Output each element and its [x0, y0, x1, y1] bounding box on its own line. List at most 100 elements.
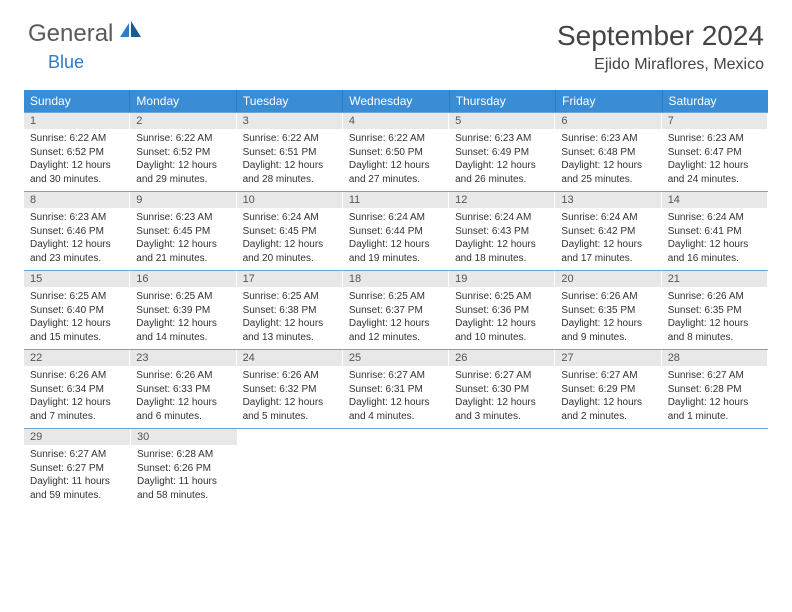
day-sunrise: Sunrise: 6:26 AM [136, 369, 229, 383]
day-number: 6 [555, 113, 660, 129]
day-sunset: Sunset: 6:30 PM [455, 383, 548, 397]
empty-cell [238, 429, 344, 507]
day-day2: and 4 minutes. [349, 410, 442, 424]
day-number: 26 [449, 350, 554, 366]
day-sunrise: Sunrise: 6:24 AM [455, 211, 548, 225]
weeks-container: 1Sunrise: 6:22 AMSunset: 6:52 PMDaylight… [24, 112, 768, 507]
day-number: 2 [130, 113, 235, 129]
day-day1: Daylight: 11 hours [30, 475, 124, 489]
day-day2: and 6 minutes. [136, 410, 229, 424]
day-body: Sunrise: 6:26 AMSunset: 6:32 PMDaylight:… [237, 366, 342, 427]
day-sunrise: Sunrise: 6:24 AM [561, 211, 654, 225]
day-sunset: Sunset: 6:44 PM [349, 225, 442, 239]
day-body: Sunrise: 6:23 AMSunset: 6:46 PMDaylight:… [24, 208, 129, 269]
day-body: Sunrise: 6:26 AMSunset: 6:35 PMDaylight:… [555, 287, 660, 348]
day-day2: and 25 minutes. [561, 173, 654, 187]
day-body: Sunrise: 6:22 AMSunset: 6:51 PMDaylight:… [237, 129, 342, 190]
week-row: 22Sunrise: 6:26 AMSunset: 6:34 PMDayligh… [24, 349, 768, 428]
day-day2: and 7 minutes. [30, 410, 123, 424]
month-title: September 2024 [557, 20, 764, 52]
day-day2: and 2 minutes. [561, 410, 654, 424]
day-sunset: Sunset: 6:26 PM [137, 462, 231, 476]
day-day1: Daylight: 11 hours [137, 475, 231, 489]
day-sunset: Sunset: 6:51 PM [243, 146, 336, 160]
day-day1: Daylight: 12 hours [349, 396, 442, 410]
day-cell: 9Sunrise: 6:23 AMSunset: 6:45 PMDaylight… [130, 192, 236, 270]
logo-text-general: General [28, 20, 113, 47]
day-number: 12 [449, 192, 554, 208]
logo-sail-icon [120, 26, 142, 43]
day-body: Sunrise: 6:26 AMSunset: 6:35 PMDaylight:… [662, 287, 767, 348]
day-number: 22 [24, 350, 129, 366]
day-cell: 16Sunrise: 6:25 AMSunset: 6:39 PMDayligh… [130, 271, 236, 349]
day-number: 21 [662, 271, 767, 287]
day-body: Sunrise: 6:25 AMSunset: 6:36 PMDaylight:… [449, 287, 554, 348]
day-day2: and 27 minutes. [349, 173, 442, 187]
day-sunset: Sunset: 6:37 PM [349, 304, 442, 318]
day-day1: Daylight: 12 hours [243, 317, 336, 331]
day-cell: 25Sunrise: 6:27 AMSunset: 6:31 PMDayligh… [343, 350, 449, 428]
day-body: Sunrise: 6:26 AMSunset: 6:34 PMDaylight:… [24, 366, 129, 427]
day-day2: and 28 minutes. [243, 173, 336, 187]
day-day1: Daylight: 12 hours [668, 159, 761, 173]
day-number: 11 [343, 192, 448, 208]
day-sunrise: Sunrise: 6:27 AM [455, 369, 548, 383]
empty-cell [662, 429, 768, 507]
weekday-header: Sunday [24, 90, 130, 112]
day-number: 25 [343, 350, 448, 366]
day-body: Sunrise: 6:22 AMSunset: 6:52 PMDaylight:… [130, 129, 235, 190]
empty-cell [556, 429, 662, 507]
day-number: 13 [555, 192, 660, 208]
day-number: 20 [555, 271, 660, 287]
day-day1: Daylight: 12 hours [349, 317, 442, 331]
day-sunset: Sunset: 6:36 PM [455, 304, 548, 318]
day-sunset: Sunset: 6:40 PM [30, 304, 123, 318]
day-body: Sunrise: 6:27 AMSunset: 6:31 PMDaylight:… [343, 366, 448, 427]
day-cell: 4Sunrise: 6:22 AMSunset: 6:50 PMDaylight… [343, 113, 449, 191]
day-sunset: Sunset: 6:39 PM [136, 304, 229, 318]
day-body: Sunrise: 6:23 AMSunset: 6:49 PMDaylight:… [449, 129, 554, 190]
day-day2: and 14 minutes. [136, 331, 229, 345]
day-day2: and 30 minutes. [30, 173, 123, 187]
day-sunset: Sunset: 6:52 PM [30, 146, 123, 160]
day-number: 3 [237, 113, 342, 129]
day-sunset: Sunset: 6:35 PM [668, 304, 761, 318]
day-day1: Daylight: 12 hours [668, 317, 761, 331]
day-number: 18 [343, 271, 448, 287]
day-number: 4 [343, 113, 448, 129]
day-day2: and 13 minutes. [243, 331, 336, 345]
day-day1: Daylight: 12 hours [243, 159, 336, 173]
weekday-header: Tuesday [237, 90, 343, 112]
weekday-header: Monday [130, 90, 236, 112]
day-number: 10 [237, 192, 342, 208]
day-cell: 23Sunrise: 6:26 AMSunset: 6:33 PMDayligh… [130, 350, 236, 428]
day-day1: Daylight: 12 hours [243, 396, 336, 410]
day-sunset: Sunset: 6:32 PM [243, 383, 336, 397]
day-body: Sunrise: 6:27 AMSunset: 6:27 PMDaylight:… [24, 445, 130, 506]
day-sunrise: Sunrise: 6:26 AM [561, 290, 654, 304]
day-sunrise: Sunrise: 6:27 AM [668, 369, 761, 383]
day-sunrise: Sunrise: 6:28 AM [137, 448, 231, 462]
day-day1: Daylight: 12 hours [455, 396, 548, 410]
day-cell: 18Sunrise: 6:25 AMSunset: 6:37 PMDayligh… [343, 271, 449, 349]
day-number: 23 [130, 350, 235, 366]
day-day2: and 26 minutes. [455, 173, 548, 187]
day-cell: 6Sunrise: 6:23 AMSunset: 6:48 PMDaylight… [555, 113, 661, 191]
day-sunset: Sunset: 6:45 PM [136, 225, 229, 239]
weekday-header-row: SundayMondayTuesdayWednesdayThursdayFrid… [24, 90, 768, 112]
day-sunset: Sunset: 6:50 PM [349, 146, 442, 160]
day-number: 30 [131, 429, 237, 445]
day-cell: 15Sunrise: 6:25 AMSunset: 6:40 PMDayligh… [24, 271, 130, 349]
day-number: 29 [24, 429, 130, 445]
day-day1: Daylight: 12 hours [561, 396, 654, 410]
day-cell: 1Sunrise: 6:22 AMSunset: 6:52 PMDaylight… [24, 113, 130, 191]
day-body: Sunrise: 6:25 AMSunset: 6:39 PMDaylight:… [130, 287, 235, 348]
day-cell: 13Sunrise: 6:24 AMSunset: 6:42 PMDayligh… [555, 192, 661, 270]
day-number: 1 [24, 113, 129, 129]
day-cell: 21Sunrise: 6:26 AMSunset: 6:35 PMDayligh… [662, 271, 768, 349]
logo: General Blue [28, 20, 142, 69]
day-cell: 12Sunrise: 6:24 AMSunset: 6:43 PMDayligh… [449, 192, 555, 270]
day-sunrise: Sunrise: 6:27 AM [561, 369, 654, 383]
day-body: Sunrise: 6:27 AMSunset: 6:30 PMDaylight:… [449, 366, 554, 427]
week-row: 29Sunrise: 6:27 AMSunset: 6:27 PMDayligh… [24, 428, 768, 507]
